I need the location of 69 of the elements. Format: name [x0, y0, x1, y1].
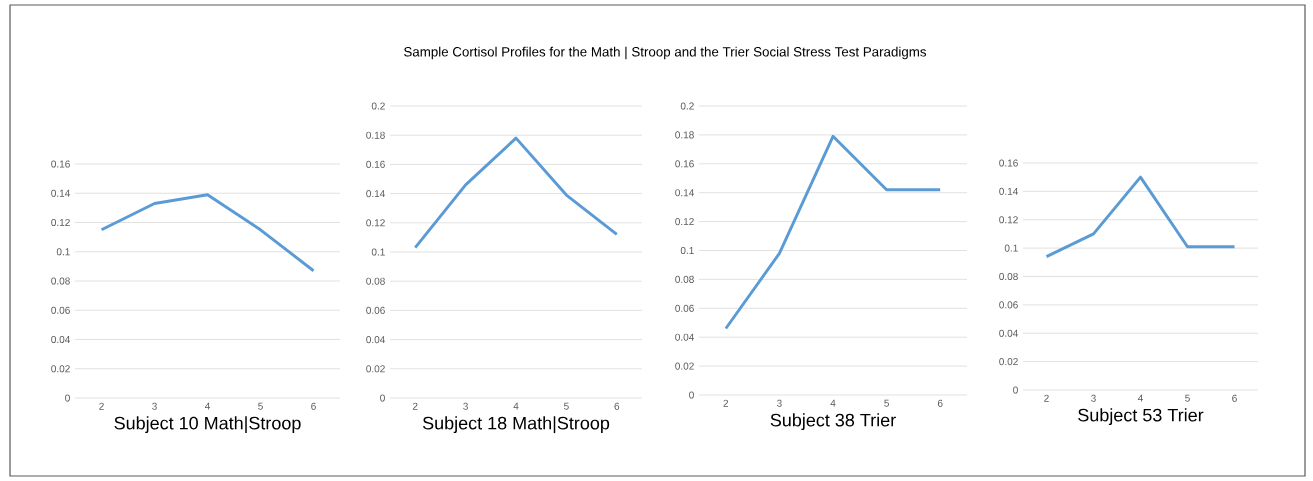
y-tick-label: 0.02	[51, 365, 70, 373]
x-axis-title: Subject 18 Math|Stroop	[422, 416, 610, 434]
line-series	[413, 136, 619, 250]
x-tick-label: 6	[1232, 394, 1237, 402]
y-tick-label: 0.12	[366, 219, 385, 227]
x-tick-label: 4	[1137, 394, 1143, 402]
y-tick-label: 0.16	[51, 160, 70, 168]
x-tick-label: 5	[258, 402, 263, 410]
y-tick-label: 0.02	[999, 358, 1018, 366]
y-tick-label: 0.12	[675, 218, 694, 226]
y-tick-label: 0	[689, 391, 694, 399]
y-tick-label: 0.08	[675, 275, 694, 283]
x-axis-title: Subject 10 Math|Stroop	[114, 416, 301, 434]
x-tick-label: 2	[99, 402, 104, 410]
line-series	[724, 134, 942, 330]
x-tick-label: 3	[463, 402, 468, 410]
y-tick-label: 0.04	[366, 336, 386, 344]
y-tick-label: 0.08	[51, 277, 70, 285]
y-tick-label: 0.06	[999, 301, 1018, 309]
x-tick-label: 3	[152, 402, 157, 410]
y-tick-label: 0.1	[371, 248, 385, 256]
y-tick-label: 0.06	[675, 304, 694, 312]
y-tick-label: 0.06	[51, 306, 70, 314]
x-axis-title: Subject 38 Trier	[770, 413, 896, 431]
x-axis-title: Subject 53 Trier	[1078, 408, 1204, 426]
y-tick-label: 0.1	[680, 246, 694, 255]
x-tick-label: 6	[614, 402, 620, 410]
y-tick-label: 0.06	[366, 306, 385, 314]
line-series	[1045, 175, 1236, 259]
y-tick-label: 0.16	[999, 159, 1018, 167]
x-tick-label: 6	[937, 399, 943, 407]
y-tick-label: 0.04	[675, 333, 694, 341]
y-tick-label: 0.02	[675, 362, 694, 370]
y-tick-label: 0	[65, 394, 70, 402]
y-tick-label: 0.08	[366, 277, 385, 285]
x-tick-label: 2	[723, 399, 729, 407]
y-tick-label: 0	[1013, 386, 1018, 394]
x-tick-label: 4	[204, 402, 210, 410]
y-tick-label: 0.02	[366, 365, 385, 373]
y-tick-label: 0.12	[999, 216, 1018, 224]
y-tick-label: 0.16	[366, 160, 385, 168]
line-series	[100, 193, 315, 273]
y-tick-label: 0.2	[680, 102, 694, 110]
x-tick-label: 6	[311, 402, 316, 410]
chart-title: Sample Cortisol Profiles for the Math | Stroop and the Trier Social Stress Test Paradigms	[404, 46, 927, 60]
y-tick-label: 0.18	[675, 131, 694, 139]
y-tick-label: 0.12	[51, 218, 70, 227]
y-tick-label: 0.18	[366, 131, 385, 139]
x-tick-label: 3	[777, 399, 782, 407]
x-tick-label: 5	[884, 399, 889, 407]
y-tick-label: 0.14	[675, 189, 694, 197]
y-tick-label: 0.14	[51, 189, 71, 197]
x-tick-label: 5	[1185, 394, 1190, 402]
y-tick-label: 0.04	[999, 329, 1018, 337]
x-tick-label: 5	[564, 402, 569, 410]
y-tick-label: 0.2	[371, 102, 385, 110]
y-tick-label: 0.1	[1004, 244, 1018, 252]
y-tick-label: 0.1	[56, 248, 70, 256]
x-tick-label: 2	[1044, 394, 1049, 402]
x-tick-label: 3	[1091, 394, 1096, 402]
y-tick-label: 0.16	[675, 160, 694, 168]
y-tick-label: 0.08	[999, 272, 1018, 281]
y-tick-label: 0.14	[999, 187, 1018, 195]
y-tick-label: 0.14	[366, 190, 386, 198]
x-tick-label: 2	[412, 402, 418, 410]
y-tick-label: 0	[380, 394, 385, 402]
x-tick-label: 4	[513, 402, 519, 410]
x-tick-label: 4	[830, 399, 836, 407]
y-tick-label: 0.04	[51, 335, 71, 344]
